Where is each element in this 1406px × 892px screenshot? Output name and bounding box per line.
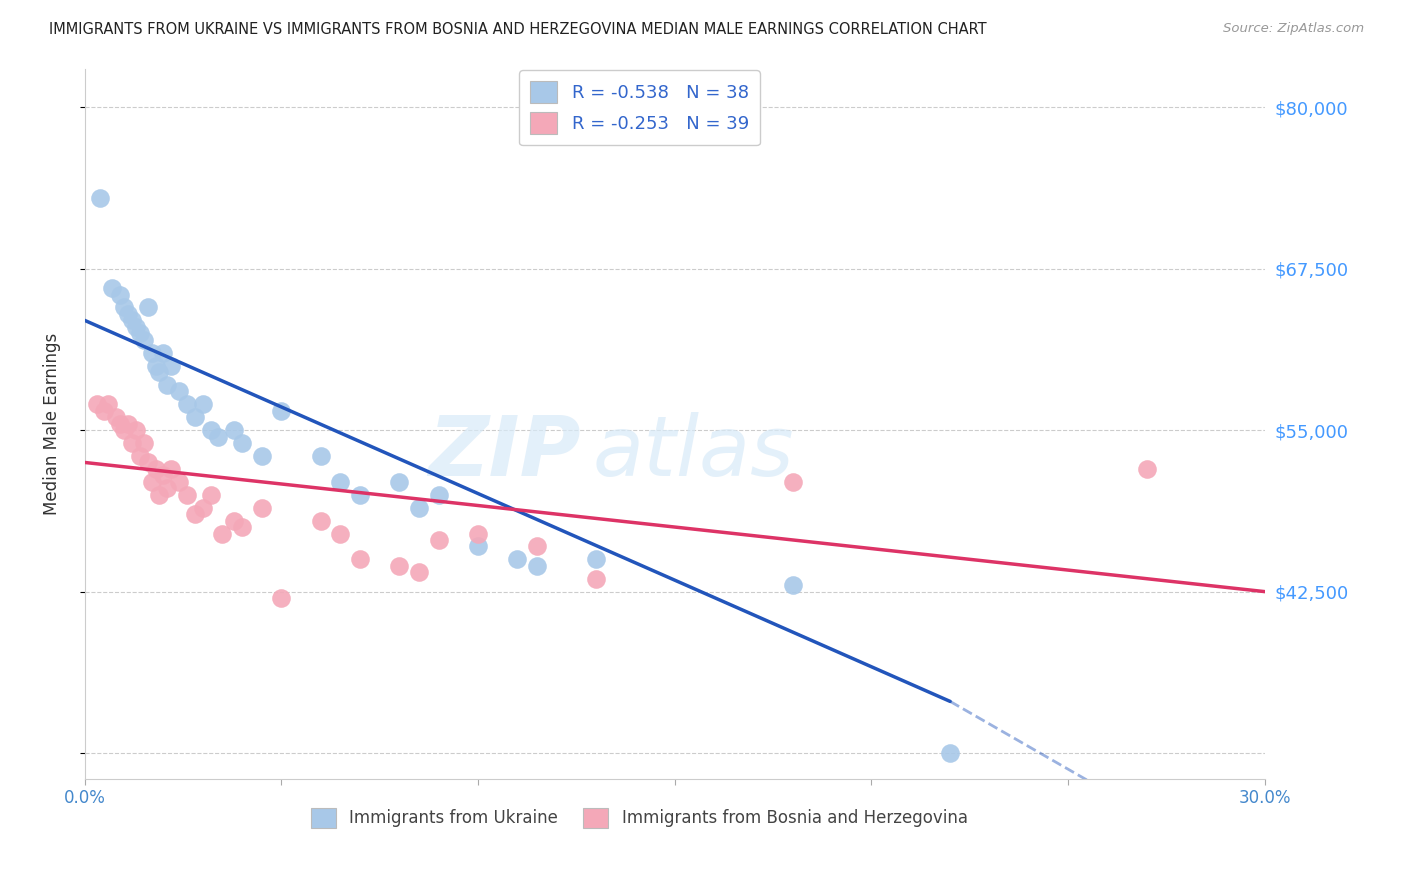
Point	[136, 301, 159, 315]
Text: atlas: atlas	[592, 411, 794, 492]
Point	[97, 397, 120, 411]
Point	[349, 488, 371, 502]
Point	[132, 333, 155, 347]
Point	[145, 462, 167, 476]
Point	[86, 397, 108, 411]
Legend: Immigrants from Ukraine, Immigrants from Bosnia and Herzegovina: Immigrants from Ukraine, Immigrants from…	[305, 801, 974, 835]
Point	[112, 301, 135, 315]
Point	[585, 552, 607, 566]
Point	[132, 436, 155, 450]
Point	[309, 514, 332, 528]
Point	[160, 359, 183, 373]
Point	[167, 384, 190, 399]
Point	[108, 287, 131, 301]
Point	[231, 436, 253, 450]
Point	[125, 423, 148, 437]
Point	[250, 449, 273, 463]
Point	[117, 417, 139, 431]
Point	[191, 397, 214, 411]
Point	[585, 572, 607, 586]
Point	[101, 281, 124, 295]
Point	[388, 475, 411, 489]
Point	[506, 552, 529, 566]
Point	[105, 410, 128, 425]
Point	[160, 462, 183, 476]
Point	[467, 526, 489, 541]
Point	[148, 488, 170, 502]
Point	[329, 526, 352, 541]
Text: Source: ZipAtlas.com: Source: ZipAtlas.com	[1223, 22, 1364, 36]
Point	[167, 475, 190, 489]
Point	[270, 591, 292, 606]
Text: ZIP: ZIP	[427, 411, 581, 492]
Point	[89, 191, 111, 205]
Point	[427, 488, 450, 502]
Point	[136, 455, 159, 469]
Point	[224, 423, 246, 437]
Point	[148, 365, 170, 379]
Point	[329, 475, 352, 489]
Point	[349, 552, 371, 566]
Point	[117, 307, 139, 321]
Point	[184, 507, 207, 521]
Point	[128, 449, 150, 463]
Point	[200, 423, 222, 437]
Point	[408, 500, 430, 515]
Point	[128, 326, 150, 341]
Point	[207, 430, 229, 444]
Point	[200, 488, 222, 502]
Point	[939, 746, 962, 760]
Point	[141, 475, 163, 489]
Point	[309, 449, 332, 463]
Point	[191, 500, 214, 515]
Point	[145, 359, 167, 373]
Text: IMMIGRANTS FROM UKRAINE VS IMMIGRANTS FROM BOSNIA AND HERZEGOVINA MEDIAN MALE EA: IMMIGRANTS FROM UKRAINE VS IMMIGRANTS FR…	[49, 22, 987, 37]
Point	[152, 345, 174, 359]
Y-axis label: Median Male Earnings: Median Male Earnings	[44, 333, 60, 515]
Point	[152, 468, 174, 483]
Point	[125, 319, 148, 334]
Point	[108, 417, 131, 431]
Point	[93, 404, 115, 418]
Point	[184, 410, 207, 425]
Point	[526, 540, 548, 554]
Point	[112, 423, 135, 437]
Point	[231, 520, 253, 534]
Point	[121, 436, 143, 450]
Point	[156, 378, 179, 392]
Point	[176, 488, 198, 502]
Point	[427, 533, 450, 547]
Point	[121, 313, 143, 327]
Point	[782, 578, 804, 592]
Point	[1136, 462, 1159, 476]
Point	[467, 540, 489, 554]
Point	[176, 397, 198, 411]
Point	[250, 500, 273, 515]
Point	[388, 558, 411, 573]
Point	[270, 404, 292, 418]
Point	[408, 566, 430, 580]
Point	[782, 475, 804, 489]
Point	[141, 345, 163, 359]
Point	[224, 514, 246, 528]
Point	[156, 481, 179, 495]
Point	[526, 558, 548, 573]
Point	[211, 526, 233, 541]
